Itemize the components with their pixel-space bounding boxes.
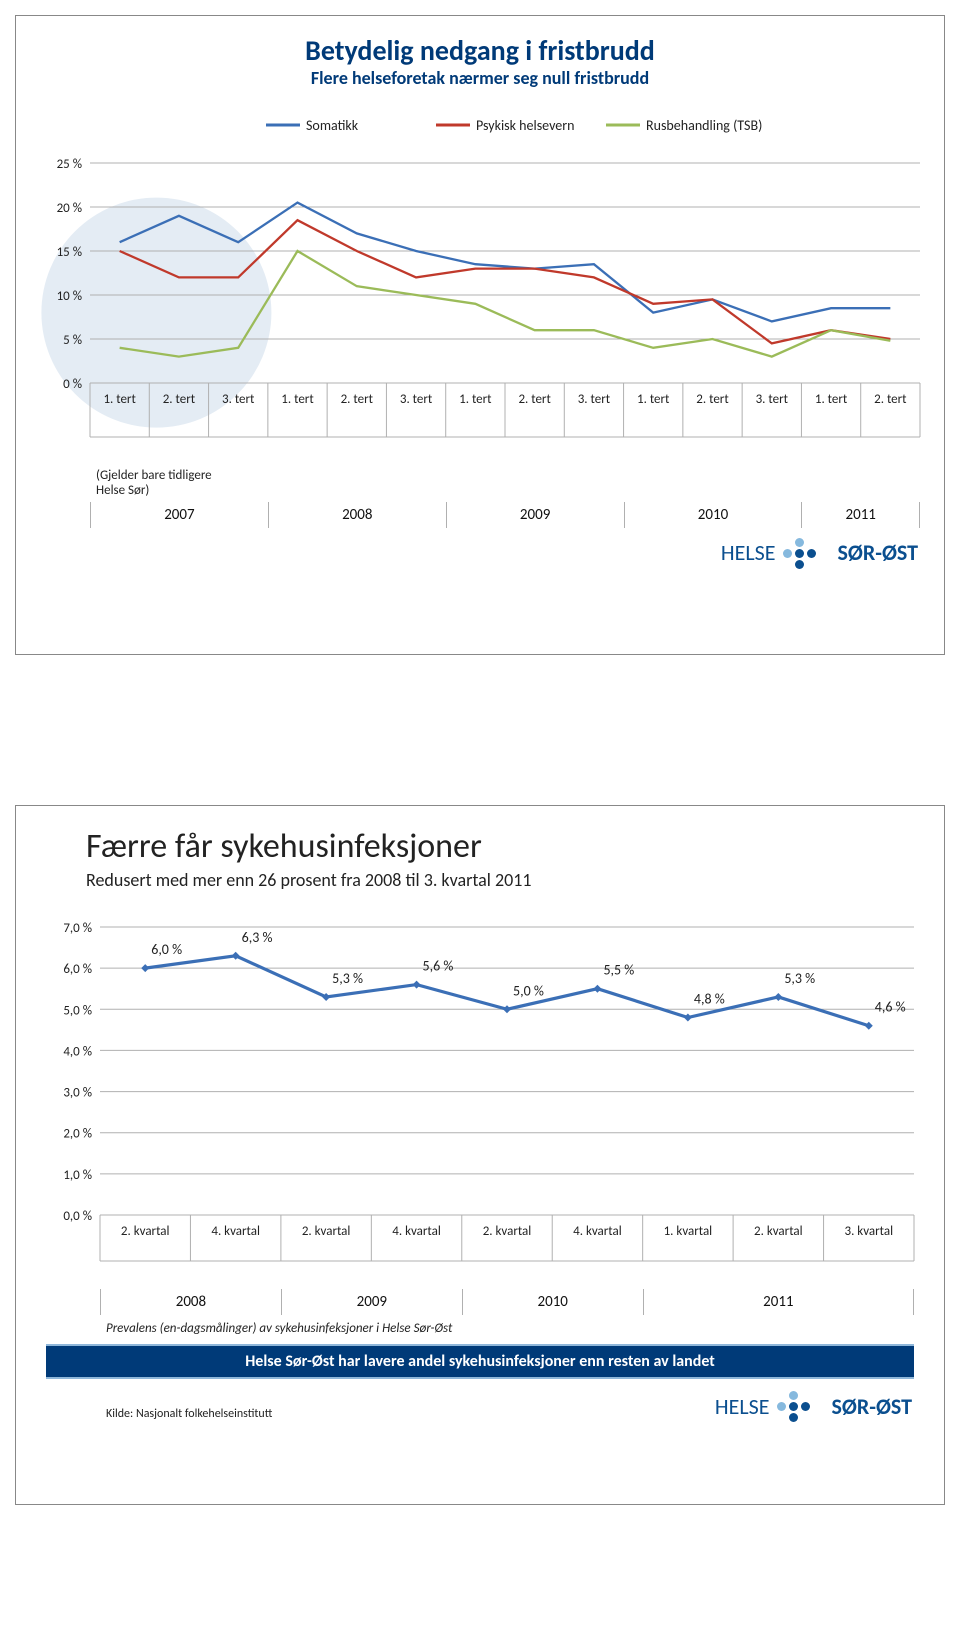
chart2-year-2009: 2009 bbox=[281, 1289, 462, 1315]
logo-left-text: HELSE bbox=[721, 539, 776, 566]
svg-text:0,0 %: 0,0 % bbox=[63, 1209, 92, 1224]
svg-text:1. tert: 1. tert bbox=[103, 392, 136, 407]
note-line1: (Gjelder bare tidligere bbox=[96, 468, 212, 483]
logo-right-text-2: SØR-ØST bbox=[831, 1393, 912, 1420]
svg-text:2. tert: 2. tert bbox=[163, 392, 196, 407]
svg-text:2. kvartal: 2. kvartal bbox=[302, 1224, 351, 1239]
svg-text:5,0 %: 5,0 % bbox=[513, 982, 544, 999]
chart2-wrap: 0,0 % 1,0 % 2,0 % 3,0 % 4,0 % 5,0 % 6,0 % 7,0 %… bbox=[36, 913, 924, 1283]
blue-bar: Helse Sør-Øst har lavere andel sykehusin… bbox=[46, 1344, 914, 1379]
svg-text:4. kvartal: 4. kvartal bbox=[392, 1224, 441, 1239]
chart1-year-2010: 2010 bbox=[624, 502, 802, 528]
svg-text:7,0 %: 7,0 % bbox=[63, 921, 92, 936]
slide-infeksjoner: Færre får sykehusinfeksjoner Redusert me… bbox=[15, 805, 945, 1505]
svg-text:1. tert: 1. tert bbox=[459, 392, 492, 407]
svg-text:6,0 %: 6,0 % bbox=[151, 941, 182, 958]
svg-text:2. kvartal: 2. kvartal bbox=[483, 1224, 532, 1239]
svg-text:4,8 %: 4,8 % bbox=[694, 991, 725, 1008]
svg-text:0 %: 0 % bbox=[63, 377, 82, 392]
svg-text:15 %: 15 % bbox=[57, 245, 82, 260]
svg-text:2. kvartal: 2. kvartal bbox=[754, 1224, 803, 1239]
svg-text:5,0 %: 5,0 % bbox=[63, 1003, 92, 1018]
svg-text:4,6 %: 4,6 % bbox=[875, 999, 906, 1016]
svg-text:2. tert: 2. tert bbox=[874, 392, 907, 407]
note-line2: Helse Sør) bbox=[96, 483, 149, 498]
chart1-year-2009: 2009 bbox=[446, 502, 624, 528]
svg-text:5,5 %: 5,5 % bbox=[603, 962, 634, 979]
helse-logo: HELSE SØR-ØST bbox=[721, 538, 918, 568]
svg-text:1. tert: 1. tert bbox=[281, 392, 314, 407]
chart1-svg: Somatikk Psykisk helsevern Rusbehandling (… bbox=[36, 107, 926, 467]
svg-text:3. tert: 3. tert bbox=[756, 392, 789, 407]
chart1-year-2008: 2008 bbox=[268, 502, 446, 528]
logo-right-text: SØR-ØST bbox=[837, 539, 918, 566]
svg-text:2. tert: 2. tert bbox=[341, 392, 374, 407]
chart2-year-2011: 2011 bbox=[643, 1289, 914, 1315]
logo-dots-icon bbox=[783, 538, 829, 568]
chart1-years: 20072008200920102011 bbox=[90, 502, 920, 528]
svg-text:Somatikk: Somatikk bbox=[306, 117, 359, 134]
svg-text:3. tert: 3. tert bbox=[222, 392, 255, 407]
svg-text:2. tert: 2. tert bbox=[696, 392, 729, 407]
svg-text:4. kvartal: 4. kvartal bbox=[211, 1224, 260, 1239]
svg-text:5,3 %: 5,3 % bbox=[784, 970, 815, 987]
svg-text:5,3 %: 5,3 % bbox=[332, 970, 363, 987]
svg-text:4,0 %: 4,0 % bbox=[63, 1044, 92, 1059]
svg-text:1. kvartal: 1. kvartal bbox=[664, 1224, 713, 1239]
svg-text:6,3 %: 6,3 % bbox=[242, 929, 273, 946]
chart2-svg: 0,0 % 1,0 % 2,0 % 3,0 % 4,0 % 5,0 % 6,0 % 7,0 %… bbox=[36, 913, 926, 1283]
svg-text:Rusbehandling (TSB): Rusbehandling (TSB) bbox=[646, 117, 762, 134]
kilde-text: Kilde: Nasjonalt folkehelseinstitutt bbox=[106, 1407, 272, 1421]
logo-left-text-2: HELSE bbox=[715, 1393, 770, 1420]
prevalens-text: Prevalens (en-dagsmålinger) av sykehusin… bbox=[106, 1321, 924, 1336]
svg-text:3. kvartal: 3. kvartal bbox=[844, 1224, 893, 1239]
svg-text:Psykisk helsevern: Psykisk helsevern bbox=[476, 117, 574, 134]
svg-text:5,6 %: 5,6 % bbox=[423, 958, 454, 975]
svg-text:3,0 %: 3,0 % bbox=[63, 1086, 92, 1101]
svg-text:3. tert: 3. tert bbox=[400, 392, 433, 407]
logo-row-1: HELSE SØR-ØST bbox=[36, 538, 924, 568]
chart2-years: 2008200920102011 bbox=[100, 1289, 914, 1315]
svg-text:5 %: 5 % bbox=[63, 333, 82, 348]
svg-text:2. kvartal: 2. kvartal bbox=[121, 1224, 170, 1239]
chart2-year-2008: 2008 bbox=[100, 1289, 281, 1315]
slide1-title: Betydelig nedgang i fristbrudd bbox=[36, 36, 924, 65]
svg-text:6,0 %: 6,0 % bbox=[63, 962, 92, 977]
chart1-wrap: Somatikk Psykisk helsevern Rusbehandling (… bbox=[36, 107, 924, 467]
logo-dots-icon-2 bbox=[777, 1391, 823, 1421]
svg-text:20 %: 20 % bbox=[57, 201, 82, 216]
chart1-year-2007: 2007 bbox=[90, 502, 268, 528]
slide1-note: (Gjelder bare tidligere Helse Sør) bbox=[96, 469, 924, 498]
chart1-year-2011: 2011 bbox=[801, 502, 920, 528]
slide2-subtitle: Redusert med mer enn 26 prosent fra 2008… bbox=[86, 869, 924, 891]
slide2-title: Færre får sykehusinfeksjoner bbox=[86, 826, 924, 867]
helse-logo-2: HELSE SØR-ØST bbox=[715, 1391, 912, 1421]
svg-text:10 %: 10 % bbox=[57, 289, 82, 304]
svg-text:2,0 %: 2,0 % bbox=[63, 1127, 92, 1142]
logo-row-2: HELSE SØR-ØST bbox=[715, 1391, 918, 1421]
svg-text:1,0 %: 1,0 % bbox=[63, 1168, 92, 1183]
chart2-year-2010: 2010 bbox=[462, 1289, 643, 1315]
svg-text:3. tert: 3. tert bbox=[578, 392, 611, 407]
slide1-subtitle: Flere helseforetak nærmer seg null frist… bbox=[36, 67, 924, 89]
svg-text:2. tert: 2. tert bbox=[518, 392, 551, 407]
svg-text:25 %: 25 % bbox=[57, 157, 82, 172]
svg-text:1. tert: 1. tert bbox=[815, 392, 848, 407]
slide-fristbrudd: Betydelig nedgang i fristbrudd Flere hel… bbox=[15, 15, 945, 655]
svg-text:1. tert: 1. tert bbox=[637, 392, 670, 407]
svg-text:4. kvartal: 4. kvartal bbox=[573, 1224, 622, 1239]
